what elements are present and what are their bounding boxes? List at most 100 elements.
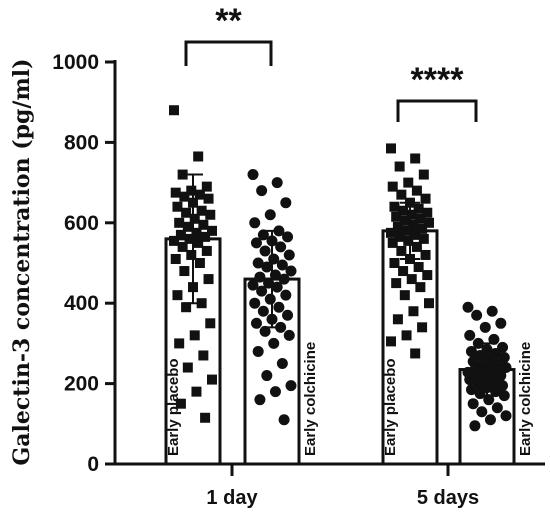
data-point xyxy=(498,390,510,402)
data-point xyxy=(189,330,200,341)
data-point xyxy=(484,414,496,426)
data-point xyxy=(169,235,179,246)
data-point xyxy=(389,201,400,212)
bar-label: Early placebo xyxy=(382,358,399,456)
data-point xyxy=(464,374,476,386)
data-point xyxy=(415,213,426,224)
data-point xyxy=(177,241,188,252)
data-point xyxy=(276,358,288,369)
significance-bracket xyxy=(396,99,478,122)
data-point xyxy=(399,215,410,226)
data-point xyxy=(186,185,197,196)
data-point xyxy=(424,217,434,228)
y-tick-label: 200 xyxy=(64,373,99,396)
data-point xyxy=(198,350,209,361)
data-point xyxy=(175,229,186,240)
data-point xyxy=(391,211,402,222)
data-point xyxy=(391,278,402,289)
data-point xyxy=(398,205,409,216)
data-point xyxy=(283,249,295,261)
data-point xyxy=(184,233,195,244)
data-point xyxy=(422,270,433,281)
significance-label: **** xyxy=(411,61,465,99)
data-point xyxy=(280,289,292,301)
data-point xyxy=(182,362,193,373)
data-point xyxy=(491,402,503,414)
data-point xyxy=(201,245,212,256)
data-point xyxy=(256,285,268,297)
data-point xyxy=(401,330,412,341)
data-point xyxy=(418,169,429,180)
bar-label: Early colchicine xyxy=(302,342,319,456)
data-point xyxy=(182,221,193,232)
data-point xyxy=(194,189,205,200)
y-tick-label: 1000 xyxy=(52,51,99,74)
data-point xyxy=(247,169,259,181)
data-point xyxy=(396,245,407,256)
data-point xyxy=(411,185,422,196)
y-tick-label: 400 xyxy=(64,292,99,315)
data-point xyxy=(417,223,428,234)
data-point xyxy=(191,227,202,238)
data-point xyxy=(200,412,211,423)
data-point xyxy=(203,274,214,285)
data-point xyxy=(408,306,419,317)
data-point xyxy=(198,219,209,230)
data-point xyxy=(465,384,477,396)
data-point xyxy=(194,258,205,268)
data-point xyxy=(392,221,403,232)
data-point xyxy=(200,231,211,242)
data-point xyxy=(386,143,396,154)
data-point xyxy=(254,271,266,283)
data-point xyxy=(389,258,400,268)
data-point xyxy=(399,290,410,301)
data-point xyxy=(174,338,185,349)
data-point xyxy=(410,229,421,240)
data-point xyxy=(264,293,276,305)
data-point xyxy=(250,317,262,329)
data-point xyxy=(259,325,271,337)
data-point xyxy=(170,187,181,198)
data-point xyxy=(464,329,476,341)
data-point xyxy=(406,209,417,220)
data-point xyxy=(278,414,290,426)
data-point xyxy=(269,386,281,398)
data-point xyxy=(500,410,512,422)
data-point xyxy=(386,336,396,347)
data-point xyxy=(285,380,297,392)
data-point xyxy=(387,181,398,192)
data-point xyxy=(465,345,477,357)
data-point xyxy=(415,282,426,293)
data-point xyxy=(247,279,259,291)
data-point xyxy=(170,253,181,264)
data-point xyxy=(424,298,434,309)
data-point xyxy=(469,420,481,432)
data-point xyxy=(403,177,414,188)
data-point xyxy=(257,305,269,317)
data-point xyxy=(280,197,292,209)
data-point xyxy=(172,290,183,301)
data-point xyxy=(488,333,500,345)
data-point xyxy=(205,209,216,220)
data-point xyxy=(249,217,261,229)
data-point xyxy=(396,189,407,200)
data-point xyxy=(181,302,192,313)
data-point xyxy=(179,266,190,277)
bar xyxy=(381,229,439,466)
data-point xyxy=(392,314,403,325)
data-point xyxy=(413,203,424,214)
data-point xyxy=(179,191,190,202)
significance-bracket xyxy=(184,40,273,66)
data-point xyxy=(420,249,431,260)
data-point xyxy=(418,233,429,244)
data-point xyxy=(207,225,217,236)
significance-label: ** xyxy=(215,2,242,40)
data-point xyxy=(189,213,200,224)
data-point xyxy=(483,394,495,406)
data-point xyxy=(422,207,433,218)
y-tick-label: 0 xyxy=(87,453,99,476)
data-point xyxy=(413,262,424,273)
data-point xyxy=(196,205,207,216)
x-category-label: 5 days xyxy=(417,487,479,509)
data-point xyxy=(462,301,474,313)
